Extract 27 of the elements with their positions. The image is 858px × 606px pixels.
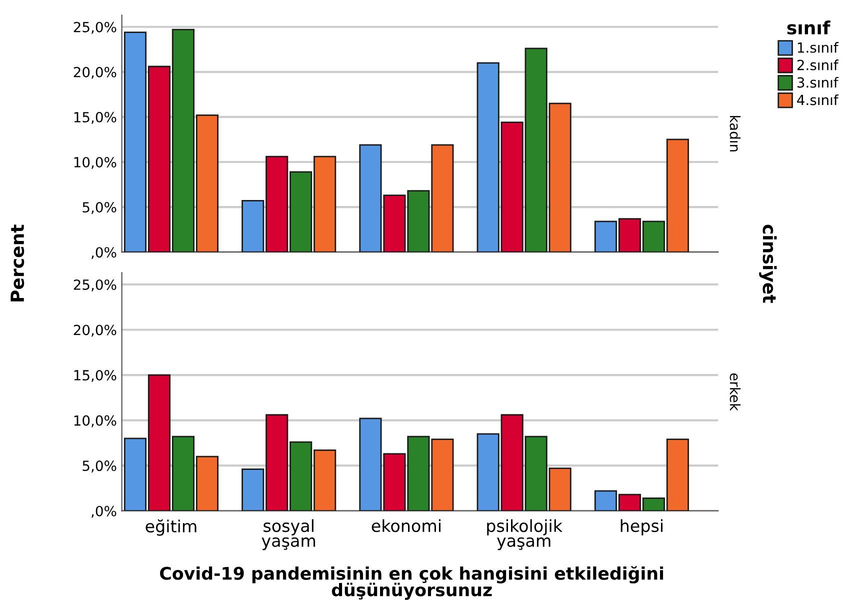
- y-tick-label: 10,0%: [74, 156, 116, 169]
- y-tick-label: ,0%: [92, 247, 116, 259]
- y-tick-label: 15,0%: [74, 370, 116, 382]
- y-tick-label: 10,0%: [74, 415, 116, 428]
- y-tick-label: 25,0%: [74, 279, 116, 292]
- legend-label: 2.sınıf: [797, 60, 839, 70]
- text: erkek: [730, 373, 741, 411]
- y-tick-label: 20,0%: [74, 324, 116, 337]
- x-axis-title: Covid-19 pandemisinin en çok hangisini etkilediğini düşünüyorsunuz: [160, 566, 664, 600]
- y-tick-label: 5,0%: [82, 202, 116, 214]
- x-tick-label: hepsi: [620, 519, 662, 536]
- y-tick-label: 25,0%: [74, 22, 116, 34]
- y-tick-label: ,0%: [92, 506, 116, 518]
- legend-label: 1.sınıf: [798, 42, 839, 53]
- legend-label: 3.sınıf: [797, 76, 839, 88]
- y-axis-title: Percent: [10, 224, 24, 302]
- text: kadın: [730, 116, 741, 152]
- text: cinsiyet: [759, 224, 777, 303]
- y-tick-label: 15,0%: [74, 112, 116, 124]
- legend-title: sınıf: [787, 20, 830, 35]
- x-tick-label: psikolojik yaşam: [487, 519, 562, 550]
- y-tick-label: 5,0%: [82, 460, 116, 472]
- legend-label: 4.sınıf: [797, 94, 839, 106]
- x-tick-label: ekonomi: [372, 519, 440, 532]
- x-tick-label: sosyal yaşam: [262, 519, 316, 550]
- y-tick-label: 20,0%: [74, 66, 116, 79]
- x-tick-label: eğitim: [146, 519, 196, 536]
